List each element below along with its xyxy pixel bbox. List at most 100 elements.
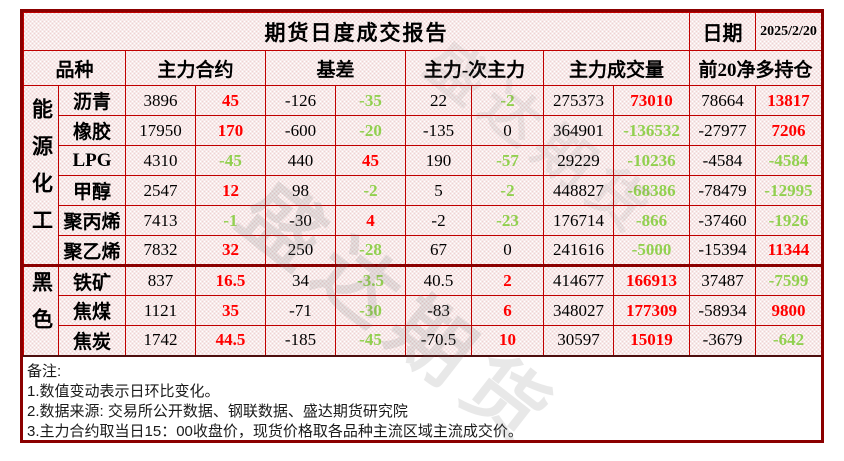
value-cell: 22 bbox=[405, 85, 472, 116]
change-cell: -7599 bbox=[755, 264, 821, 296]
column-header-main-volume: 主力成交量 bbox=[543, 50, 690, 86]
change-cell: -642 bbox=[755, 325, 821, 356]
change-cell: -30 bbox=[335, 295, 406, 326]
change-cell: 11344 bbox=[755, 235, 821, 266]
variety-name: 聚丙烯 bbox=[58, 205, 126, 236]
variety-name: 聚乙烯 bbox=[58, 235, 126, 266]
variety-name: 甲醇 bbox=[58, 175, 126, 206]
table-row: 聚丙烯 7413 -1 -30 4 -2 -23 176714 -866 -37460 -1926 bbox=[24, 205, 821, 236]
value-cell: -185 bbox=[265, 325, 336, 356]
value-cell: 7832 bbox=[125, 235, 196, 266]
value-cell: -83 bbox=[405, 295, 472, 326]
category-label: 能源化工 bbox=[29, 98, 54, 246]
change-cell: -866 bbox=[613, 205, 690, 236]
value-cell: 3896 bbox=[125, 85, 196, 116]
table-row: 甲醇 2547 12 98 -2 5 -2 448827 -68386 -78479 -12995 bbox=[24, 175, 821, 206]
table-row: 黑色 铁矿 837 16.5 34 -3.5 40.5 2 414677 166913 37487-… bbox=[23, 264, 821, 356]
value-cell: 4310 bbox=[125, 145, 196, 176]
report-title: 期货日度成交报告 bbox=[23, 12, 690, 51]
value-cell: 7413 bbox=[125, 205, 196, 236]
value-cell: -37460 bbox=[689, 205, 756, 236]
table-row: 能源化工 沥青 3896 45 -126 -35 22 -2 275373 73010 78664 1… bbox=[23, 85, 821, 266]
category-cell: 能源化工 bbox=[23, 85, 59, 266]
value-cell: 78664 bbox=[689, 85, 756, 116]
change-cell: -45 bbox=[335, 325, 406, 356]
change-cell: -45 bbox=[195, 145, 266, 176]
value-cell: -58934 bbox=[689, 295, 756, 326]
value-cell: -4584 bbox=[689, 145, 756, 176]
report-table: 期货日度成交报告 日期 2025/2/20 品种 主力合约 基差 主力-次主力 … bbox=[23, 12, 821, 357]
value-cell: 5 bbox=[405, 175, 472, 206]
variety-name: 焦炭 bbox=[58, 325, 126, 356]
value-cell: 1742 bbox=[125, 325, 196, 356]
table-row: LPG 4310 -45 440 45 190 -57 29229 -10236 -4584 -45… bbox=[24, 145, 821, 176]
value-cell: -71 bbox=[265, 295, 336, 326]
column-header-variety: 品种 bbox=[23, 50, 126, 86]
value-cell: 414677 bbox=[543, 264, 614, 296]
table-row: 橡胶 17950 170 -600 -20 -135 0 364901 -136532 -2797… bbox=[24, 115, 821, 146]
variety-name: 焦煤 bbox=[58, 295, 126, 326]
value-cell: 176714 bbox=[543, 205, 614, 236]
value-cell: -15394 bbox=[689, 235, 756, 266]
change-cell: 15019 bbox=[613, 325, 690, 356]
change-cell: -12995 bbox=[755, 175, 821, 206]
note-3: 3.主力合约取当日15：00收盘价，现货价格取各品种主流区域主流成交价。 bbox=[27, 422, 523, 440]
value-cell: -126 bbox=[265, 85, 336, 116]
change-cell: 45 bbox=[195, 85, 266, 116]
value-cell: 37487 bbox=[689, 264, 756, 296]
value-cell: 837 bbox=[125, 264, 196, 296]
change-cell: -136532 bbox=[613, 115, 690, 146]
change-cell: -57 bbox=[471, 145, 544, 176]
value-cell: 250 bbox=[265, 235, 336, 266]
value-cell: -3679 bbox=[689, 325, 756, 356]
change-cell: -1926 bbox=[755, 205, 821, 236]
change-cell: 166913 bbox=[613, 264, 690, 296]
change-cell: 0 bbox=[471, 115, 544, 146]
change-cell: 170 bbox=[195, 115, 266, 146]
value-cell: -600 bbox=[265, 115, 336, 146]
value-cell: 2547 bbox=[125, 175, 196, 206]
variety-name: 铁矿 bbox=[58, 264, 126, 296]
change-cell: 13817 bbox=[755, 85, 821, 116]
variety-name: LPG bbox=[58, 145, 126, 176]
change-cell: 177309 bbox=[613, 295, 690, 326]
change-cell: -28 bbox=[335, 235, 406, 266]
value-cell: -2 bbox=[405, 205, 472, 236]
column-header-basis: 基差 bbox=[265, 50, 406, 86]
value-cell: -135 bbox=[405, 115, 472, 146]
note-2: 2.数据来源: 交易所公开数据、钢联数据、盛达期货研究院 bbox=[27, 402, 408, 420]
value-cell: 98 bbox=[265, 175, 336, 206]
category-cell: 黑色 bbox=[23, 264, 59, 356]
change-cell: 0 bbox=[471, 235, 544, 266]
change-cell: -2 bbox=[471, 85, 544, 116]
change-cell: 32 bbox=[195, 235, 266, 266]
variety-name: 沥青 bbox=[58, 85, 126, 116]
change-cell: -20 bbox=[335, 115, 406, 146]
change-cell: -5000 bbox=[613, 235, 690, 266]
value-cell: -27977 bbox=[689, 115, 756, 146]
value-cell: 29229 bbox=[543, 145, 614, 176]
value-cell: 67 bbox=[405, 235, 472, 266]
value-cell: -30 bbox=[265, 205, 336, 236]
change-cell: -10236 bbox=[613, 145, 690, 176]
value-cell: -78479 bbox=[689, 175, 756, 206]
change-cell: -4584 bbox=[755, 145, 821, 176]
value-cell: 440 bbox=[265, 145, 336, 176]
change-cell: -2 bbox=[335, 175, 406, 206]
change-cell: 44.5 bbox=[195, 325, 266, 356]
value-cell: 34 bbox=[265, 264, 336, 296]
change-cell: -23 bbox=[471, 205, 544, 236]
change-cell: 35 bbox=[195, 295, 266, 326]
change-cell: 16.5 bbox=[195, 264, 266, 296]
table-body: 能源化工 沥青 3896 45 -126 -35 22 -2 275373 73010 78664 1… bbox=[23, 85, 821, 356]
column-header-main-minus-sub: 主力-次主力 bbox=[405, 50, 544, 86]
date-label: 日期 bbox=[689, 12, 756, 51]
column-header-top20-net-long: 前20净多持仓 bbox=[689, 50, 821, 86]
value-cell: 241616 bbox=[543, 235, 614, 266]
value-cell: 448827 bbox=[543, 175, 614, 206]
value-cell: 364901 bbox=[543, 115, 614, 146]
change-cell: -35 bbox=[335, 85, 406, 116]
value-cell: 348027 bbox=[543, 295, 614, 326]
category-label: 黑色 bbox=[29, 270, 54, 345]
value-cell: 17950 bbox=[125, 115, 196, 146]
